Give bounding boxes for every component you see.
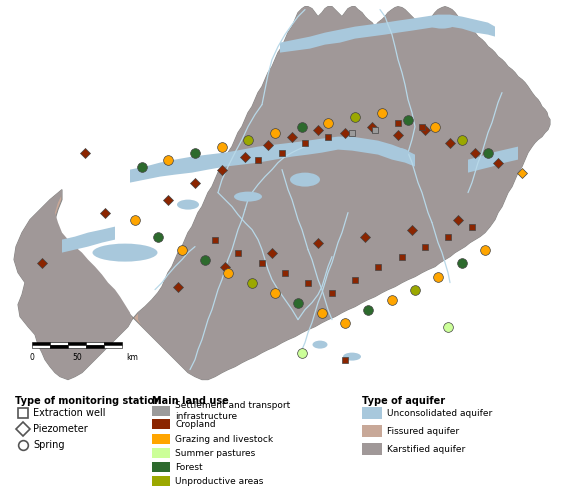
Polygon shape bbox=[130, 137, 415, 183]
Ellipse shape bbox=[381, 148, 409, 158]
Bar bbox=[104, 345, 122, 348]
Bar bbox=[32, 342, 50, 345]
Ellipse shape bbox=[234, 192, 262, 202]
Bar bbox=[86, 342, 104, 345]
Ellipse shape bbox=[92, 244, 157, 261]
Bar bbox=[104, 342, 122, 345]
Bar bbox=[362, 407, 382, 419]
Ellipse shape bbox=[177, 200, 199, 210]
Bar bbox=[68, 342, 86, 345]
Polygon shape bbox=[14, 190, 132, 380]
Polygon shape bbox=[468, 147, 518, 173]
Text: km: km bbox=[126, 353, 138, 362]
Text: 50: 50 bbox=[72, 353, 82, 362]
Bar bbox=[152, 462, 170, 472]
Ellipse shape bbox=[427, 16, 457, 28]
Bar bbox=[362, 425, 382, 437]
Text: Summer pastures: Summer pastures bbox=[175, 449, 255, 458]
Bar bbox=[50, 345, 68, 348]
Polygon shape bbox=[14, 6, 550, 380]
Text: Main land use: Main land use bbox=[152, 396, 229, 406]
Text: Unconsolidated aquifer: Unconsolidated aquifer bbox=[387, 409, 492, 418]
Polygon shape bbox=[62, 227, 115, 252]
Text: Extraction well: Extraction well bbox=[33, 408, 105, 418]
Text: Fissured aquifer: Fissured aquifer bbox=[387, 427, 459, 436]
Text: Type of aquifer: Type of aquifer bbox=[362, 396, 445, 406]
Text: 0: 0 bbox=[29, 353, 34, 362]
Ellipse shape bbox=[290, 173, 320, 187]
Bar bbox=[152, 448, 170, 458]
Polygon shape bbox=[138, 6, 550, 380]
Bar bbox=[68, 345, 86, 348]
Text: Cropland: Cropland bbox=[175, 420, 215, 429]
Ellipse shape bbox=[343, 353, 361, 361]
Ellipse shape bbox=[312, 341, 328, 349]
Polygon shape bbox=[280, 14, 495, 52]
Text: Karstified aquifer: Karstified aquifer bbox=[387, 445, 465, 454]
Text: Settlement and transport
infrastructure: Settlement and transport infrastructure bbox=[175, 402, 290, 421]
Text: Type of monitoring station: Type of monitoring station bbox=[15, 396, 161, 406]
Bar bbox=[86, 345, 104, 348]
Bar bbox=[152, 434, 170, 444]
Bar bbox=[32, 345, 50, 348]
Bar bbox=[152, 406, 170, 416]
Bar bbox=[362, 443, 382, 455]
Bar bbox=[152, 476, 170, 486]
Text: Forest: Forest bbox=[175, 463, 202, 472]
Bar bbox=[50, 342, 68, 345]
Bar bbox=[152, 419, 170, 429]
Text: Piezometer: Piezometer bbox=[33, 424, 88, 434]
Text: Grazing and livestock: Grazing and livestock bbox=[175, 435, 273, 444]
Text: Unproductive areas: Unproductive areas bbox=[175, 477, 263, 486]
Text: Spring: Spring bbox=[33, 440, 64, 450]
